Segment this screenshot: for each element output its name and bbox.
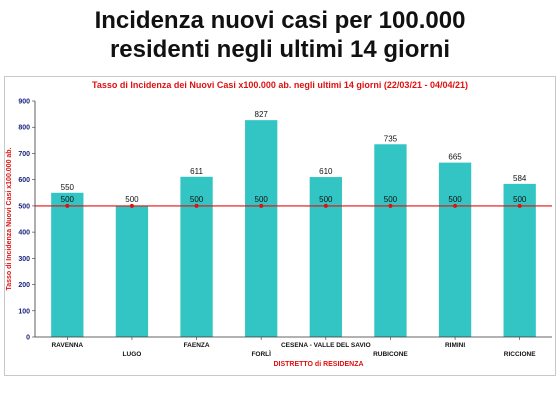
y-axis-title: Tasso di Incidenza Nuovi Casi x100.000 a… <box>6 147 13 290</box>
bar <box>374 144 407 337</box>
y-tick-label: 100 <box>18 308 30 315</box>
x-category-label: RUBICONE <box>373 351 408 358</box>
bar <box>309 177 342 337</box>
y-tick-label: 600 <box>18 177 30 184</box>
slide-title: Incidenza nuovi casi per 100.000 residen… <box>0 6 560 64</box>
reference-marker <box>517 203 522 208</box>
data-label: 827 <box>255 110 269 119</box>
y-tick-label: 400 <box>18 230 30 237</box>
y-tick-label: 800 <box>18 125 30 132</box>
data-label: 610 <box>319 167 333 176</box>
bar <box>180 176 213 337</box>
reference-marker <box>129 203 134 208</box>
x-category-label: LUGO <box>123 351 142 358</box>
x-category-label: FAENZA <box>184 342 210 349</box>
bars-group <box>51 120 536 338</box>
x-category-label: RAVENNA <box>51 342 83 349</box>
bar <box>245 120 278 338</box>
data-label: 584 <box>513 174 527 183</box>
reference-label: 500 <box>255 195 269 204</box>
y-tick-label: 900 <box>18 99 30 106</box>
bar <box>51 192 84 337</box>
labels-group: 550 611 827 610 735 665 584 <box>61 110 527 192</box>
reference-marker <box>259 203 264 208</box>
reference-marker <box>323 203 328 208</box>
x-category-label: RIMINI <box>445 342 465 349</box>
data-label: 665 <box>448 153 462 162</box>
reference-label: 500 <box>61 195 75 204</box>
reference-line-group: 500 500 500 500 500 500 500 500 <box>35 195 552 208</box>
chart-frame <box>4 76 556 376</box>
x-category-label: FORLÌ <box>251 349 271 358</box>
y-tick-label: 300 <box>18 256 30 263</box>
y-tick-label: 700 <box>18 151 30 158</box>
bar <box>503 183 536 337</box>
reference-label: 500 <box>190 195 204 204</box>
reference-label: 500 <box>125 195 139 204</box>
reference-marker <box>194 203 199 208</box>
reference-marker <box>453 203 458 208</box>
bar <box>438 162 472 337</box>
slide-title-line2: residenti negli ultimi 14 giorni <box>109 36 451 63</box>
reference-marker <box>65 203 70 208</box>
y-tick-label: 200 <box>18 282 30 289</box>
data-label: 550 <box>61 183 75 192</box>
x-category-label: RICCIONE <box>504 351 536 358</box>
axes-group: 0 100 200 300 400 500 600 700 800 900 RAVENNA LUGO F… <box>6 99 552 368</box>
y-tick-label: 500 <box>18 203 30 210</box>
reference-marker <box>388 203 393 208</box>
reference-label: 500 <box>384 195 398 204</box>
data-label: 611 <box>190 167 203 176</box>
reference-label: 500 <box>448 195 462 204</box>
x-category-label: CESENA - VALLE DEL SAVIO <box>281 342 371 349</box>
y-tick-label: 0 <box>26 335 30 342</box>
data-label: 735 <box>384 134 398 143</box>
reference-label: 500 <box>513 195 527 204</box>
reference-label: 500 <box>319 195 333 204</box>
bar <box>115 205 149 337</box>
x-axis-title: DISTRETTO di RESIDENZA <box>273 361 363 368</box>
chart-title: Tasso di Incidenza dei Nuovi Casi x100.0… <box>92 80 468 90</box>
slide-title-line1: Incidenza nuovi casi per 100.000 <box>94 7 466 34</box>
